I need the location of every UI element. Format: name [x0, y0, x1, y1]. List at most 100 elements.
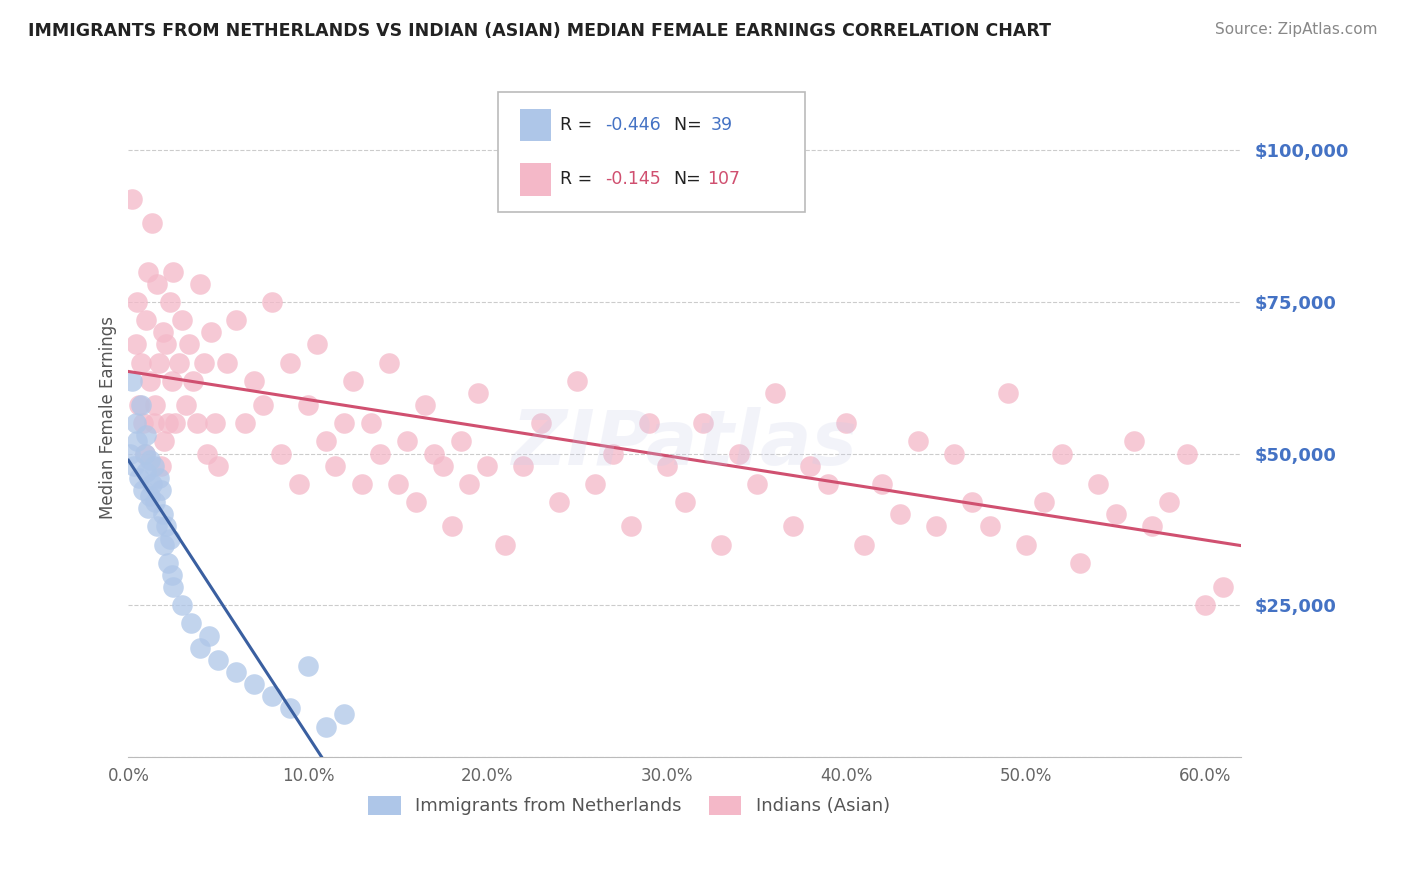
- Point: [395, 434, 418, 449]
- Text: 107: 107: [707, 170, 740, 188]
- Point: [1140, 519, 1163, 533]
- Point: [782, 519, 804, 533]
- Point: [139, 452, 162, 467]
- Point: [1050, 447, 1073, 461]
- Point: [763, 386, 786, 401]
- Point: [450, 434, 472, 449]
- Point: [129, 355, 152, 369]
- Point: [142, 417, 165, 431]
- Text: -0.446: -0.446: [605, 116, 661, 134]
- Point: [135, 428, 157, 442]
- Text: -0.145: -0.145: [605, 170, 661, 188]
- Point: [149, 458, 172, 473]
- Legend: Immigrants from Netherlands, Indians (Asian): Immigrants from Netherlands, Indians (As…: [361, 789, 897, 822]
- Point: [925, 519, 948, 533]
- Point: [139, 374, 162, 388]
- Point: [458, 477, 481, 491]
- Point: [159, 294, 181, 309]
- Point: [179, 337, 201, 351]
- Point: [128, 471, 150, 485]
- Point: [655, 458, 678, 473]
- Point: [1122, 434, 1144, 449]
- Point: [122, 458, 145, 473]
- Point: [278, 355, 301, 369]
- Point: [160, 374, 183, 388]
- Point: [136, 264, 159, 278]
- Y-axis label: Median Female Earnings: Median Female Earnings: [100, 316, 117, 518]
- Point: [692, 417, 714, 431]
- Point: [141, 477, 163, 491]
- Point: [889, 508, 911, 522]
- Point: [315, 434, 337, 449]
- Text: 39: 39: [710, 116, 733, 134]
- Point: [567, 374, 589, 388]
- Point: [872, 477, 894, 491]
- Point: [128, 398, 150, 412]
- Point: [134, 447, 156, 461]
- Point: [165, 417, 187, 431]
- Point: [1212, 580, 1234, 594]
- Point: [141, 216, 163, 230]
- Point: [146, 519, 169, 533]
- Point: [1069, 556, 1091, 570]
- Point: [200, 325, 222, 339]
- Point: [638, 417, 661, 431]
- Point: [134, 447, 156, 461]
- Point: [432, 458, 454, 473]
- Point: [180, 616, 202, 631]
- Point: [217, 355, 239, 369]
- Point: [422, 447, 444, 461]
- Point: [305, 337, 328, 351]
- Point: [156, 556, 179, 570]
- Point: [853, 538, 876, 552]
- Point: [162, 264, 184, 278]
- Point: [835, 417, 858, 431]
- Point: [188, 640, 211, 655]
- Point: [315, 720, 337, 734]
- Point: [745, 477, 768, 491]
- Point: [207, 458, 229, 473]
- Point: [124, 417, 146, 431]
- Point: [377, 355, 399, 369]
- Point: [204, 417, 226, 431]
- Point: [174, 398, 197, 412]
- Point: [405, 495, 427, 509]
- Point: [817, 477, 839, 491]
- Point: [155, 519, 177, 533]
- Point: [1104, 508, 1126, 522]
- Point: [323, 458, 346, 473]
- Point: [477, 458, 499, 473]
- Point: [225, 313, 247, 327]
- Point: [260, 294, 283, 309]
- Point: [288, 477, 311, 491]
- Point: [181, 374, 204, 388]
- Point: [297, 659, 319, 673]
- Point: [799, 458, 821, 473]
- Point: [135, 465, 157, 479]
- Text: Source: ZipAtlas.com: Source: ZipAtlas.com: [1215, 22, 1378, 37]
- Point: [132, 483, 155, 497]
- Point: [225, 665, 247, 679]
- Point: [127, 294, 149, 309]
- Point: [146, 277, 169, 291]
- Point: [260, 690, 283, 704]
- Point: [207, 653, 229, 667]
- Point: [193, 355, 215, 369]
- Bar: [520, 109, 551, 141]
- Point: [135, 313, 157, 327]
- Point: [1177, 447, 1199, 461]
- Point: [494, 538, 516, 552]
- Point: [368, 447, 391, 461]
- Text: N=: N=: [673, 170, 702, 188]
- Point: [197, 447, 219, 461]
- Point: [467, 386, 489, 401]
- Point: [124, 337, 146, 351]
- Point: [145, 495, 167, 509]
- Point: [1032, 495, 1054, 509]
- Point: [979, 519, 1001, 533]
- Point: [121, 374, 143, 388]
- Point: [198, 629, 221, 643]
- Text: R =: R =: [560, 170, 598, 188]
- Point: [186, 417, 208, 431]
- Point: [160, 568, 183, 582]
